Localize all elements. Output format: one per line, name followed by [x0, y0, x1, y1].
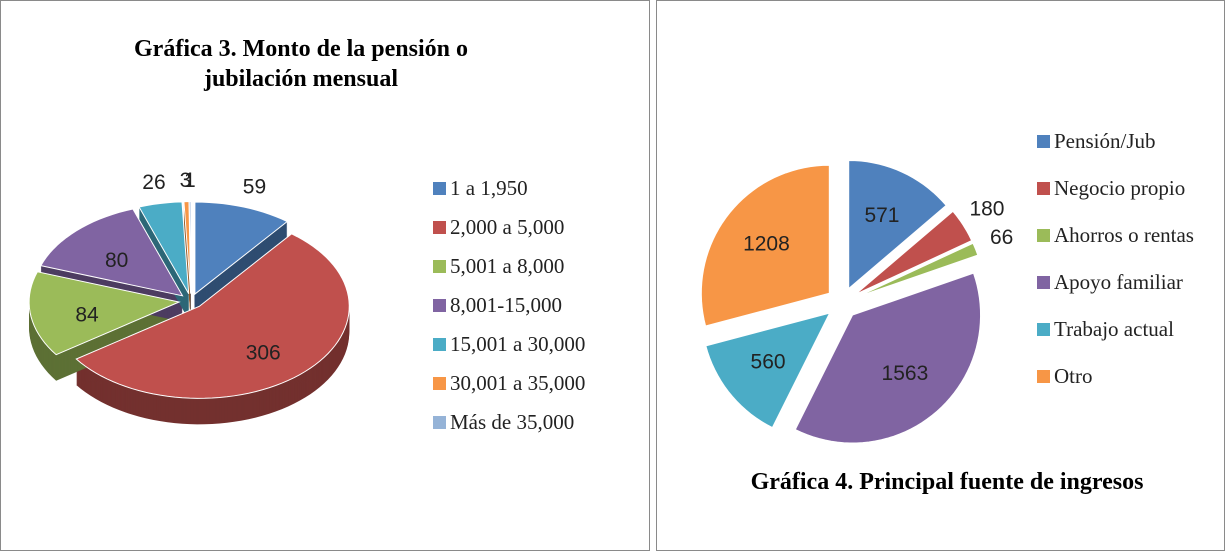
legend-swatch	[1037, 135, 1050, 148]
data-label: 26	[142, 171, 165, 194]
data-label: 1563	[882, 362, 929, 385]
legend-item: Negocio propio	[1037, 176, 1222, 201]
legend-swatch	[1037, 370, 1050, 383]
legend-label: Apoyo familiar	[1054, 270, 1183, 294]
legend-label: Otro	[1054, 364, 1093, 388]
legend-swatch	[433, 416, 446, 429]
legend-label: Más de 35,000	[450, 410, 575, 434]
legend-swatch	[433, 377, 446, 390]
data-label: 306	[246, 341, 281, 364]
slice	[75, 233, 350, 399]
slice	[188, 201, 192, 294]
legend-item: 5,001 a 8,000	[433, 254, 643, 293]
legend-swatch	[1037, 229, 1050, 242]
legend-swatch	[433, 299, 446, 312]
legend-item: 30,001 a 35,000	[433, 371, 643, 410]
legend-item: Pensión/Jub	[1037, 129, 1222, 154]
data-label: 59	[243, 175, 266, 198]
slice	[848, 159, 947, 290]
chart-panel: 59 306 84 80 26 3 1 Gráfica 3. Monto de la pen…	[0, 0, 650, 551]
slice	[194, 201, 289, 296]
legend-label: 30,001 a 35,000	[450, 371, 586, 395]
data-label: 560	[751, 351, 786, 374]
legend: 1 a 1,950 2,000 a 5,000 5,001 a 8,000 8,001…	[433, 176, 643, 449]
chart: 59 306 84 80 26 31	[28, 169, 350, 425]
slice	[28, 271, 181, 356]
chart-title: Gráfica 3. Monto de la pensión o jubilac…	[134, 36, 468, 92]
legend-item: Ahorros o rentas	[1037, 223, 1222, 248]
data-label: 180	[969, 198, 1004, 221]
legend-item: Apoyo familiar	[1037, 270, 1222, 295]
legend-swatch	[433, 182, 446, 195]
data-label: 80	[105, 249, 128, 272]
legend-swatch	[1037, 323, 1050, 336]
legend-swatch	[433, 221, 446, 234]
data-label: 571	[864, 204, 899, 227]
slice	[856, 242, 979, 298]
chart: 571 180 66 1563 560 1208	[700, 159, 1013, 444]
slice	[855, 210, 973, 295]
legend-label: Ahorros o rentas	[1054, 223, 1194, 247]
legend-label: 15,001 a 30,000	[450, 332, 586, 356]
legend-item: Más de 35,000	[433, 410, 643, 449]
legend-label: Negocio propio	[1054, 176, 1186, 200]
legend-label: 1 a 1,950	[450, 176, 528, 200]
data-label: 1208	[743, 232, 790, 255]
slice	[705, 312, 831, 429]
legend-item: 2,000 a 5,000	[433, 215, 643, 254]
data-label: 84	[75, 303, 99, 326]
data-label: 66	[990, 226, 1013, 249]
slice	[794, 272, 982, 444]
legend-item: 8,001-15,000	[433, 293, 643, 332]
legend-swatch	[433, 260, 446, 273]
slice	[138, 201, 190, 295]
legend-label: 8,001-15,000	[450, 293, 562, 317]
slice	[700, 164, 830, 327]
chart-title: Gráfica 4. Principal fuente de ingresos	[750, 469, 1144, 495]
legend-item: 1 a 1,950	[433, 176, 643, 215]
data-label: 1	[184, 169, 196, 192]
legend-item: Otro	[1037, 364, 1222, 389]
legend-item: Trabajo actual	[1037, 317, 1222, 342]
legend-swatch	[1037, 182, 1050, 195]
chart-panel: 571 180 66 1563 560 1208 Pensión/Jub Negocio p…	[656, 0, 1225, 551]
data-label: 3	[180, 169, 192, 192]
legend-label: 2,000 a 5,000	[450, 215, 565, 239]
legend-item: 15,001 a 30,000	[433, 332, 643, 371]
slice	[40, 208, 184, 297]
legend-swatch	[433, 338, 446, 351]
legend-swatch	[1037, 276, 1050, 289]
legend-label: Trabajo actual	[1054, 317, 1174, 341]
legend: Pensión/Jub Negocio propio Ahorros o renta…	[1037, 129, 1222, 411]
legend-label: 5,001 a 8,000	[450, 254, 565, 278]
legend-label: Pensión/Jub	[1054, 129, 1156, 153]
